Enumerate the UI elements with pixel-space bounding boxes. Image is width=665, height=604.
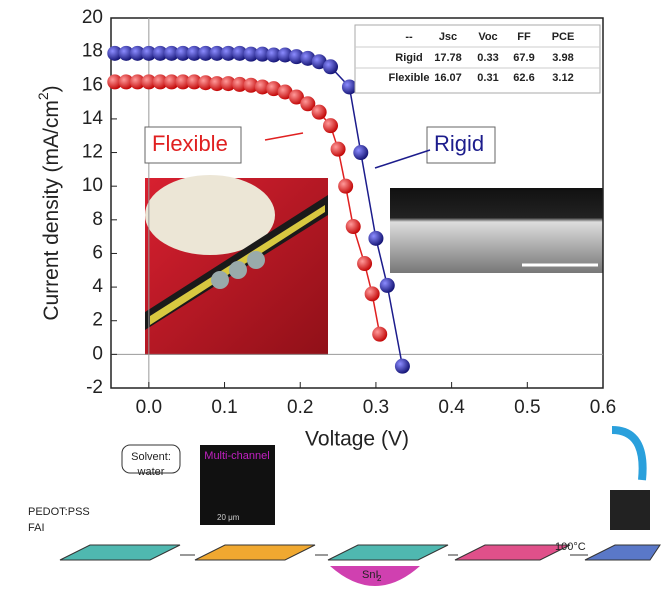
table-cell: 16.07 — [434, 72, 462, 84]
data-point — [380, 278, 395, 293]
process-label: Solvent: — [131, 451, 171, 463]
table-cell: 0.31 — [477, 72, 498, 84]
sem-inset — [390, 188, 603, 273]
y-axis-label-part: ) — [40, 85, 63, 92]
figure: -2 0 2 4 6 8 10 12 14 16 18 20 0.0 0.1 0.2 0.3 0.4 0.5 0.6… — [0, 0, 665, 604]
x-tick-label: 0.0 — [136, 397, 162, 418]
process-label: FAI — [28, 522, 45, 534]
data-point — [357, 256, 372, 271]
table-header: -- — [405, 31, 413, 43]
process-label: 100°C — [555, 541, 586, 553]
table-header: Jsc — [439, 31, 457, 43]
data-point — [368, 231, 383, 246]
y-tick-label: 2 — [92, 310, 103, 331]
data-point — [372, 327, 387, 342]
table-cell: 67.9 — [513, 52, 534, 64]
process-label: Multi-channel — [204, 450, 269, 462]
data-point — [331, 142, 346, 157]
x-tick-label: 0.3 — [363, 397, 389, 418]
y-tick-label: 6 — [92, 242, 103, 263]
y-tick-label: 18 — [82, 41, 103, 62]
table-cell: 17.78 — [434, 52, 462, 64]
y-tick-label: 14 — [82, 108, 104, 129]
table-header: FF — [517, 31, 531, 43]
table-cell: 3.98 — [552, 52, 573, 64]
table-cell: Flexible — [389, 72, 430, 84]
process-label: water — [137, 466, 165, 478]
y-tick-label: 20 — [82, 7, 103, 28]
table-cell: 62.6 — [513, 72, 534, 84]
data-point — [365, 286, 380, 301]
table-cell: 3.12 — [552, 72, 573, 84]
process-label: 20 μm — [217, 513, 240, 522]
y-axis-label-part: 2 — [35, 92, 51, 100]
legend-arrow — [265, 133, 303, 140]
x-tick-label: 0.6 — [590, 397, 616, 418]
process-label: PEDOT:PSS — [28, 506, 90, 518]
y-tick-label: 12 — [82, 142, 103, 163]
y-tick-label: 10 — [82, 175, 103, 196]
table-header: Voc — [478, 31, 497, 43]
y-tick-label: 16 — [82, 74, 103, 95]
data-point — [323, 59, 338, 74]
table-cell: Rigid — [395, 52, 423, 64]
y-tick-label: 0 — [92, 343, 103, 364]
table-header: PCE — [552, 31, 575, 43]
y-tick-label: 8 — [92, 209, 103, 230]
y-axis-label: Current density (mA/cm2) — [35, 85, 63, 320]
x-tick-label: 0.1 — [211, 397, 237, 418]
process-label: 2 — [377, 574, 382, 583]
data-point — [346, 219, 361, 234]
data-point — [312, 105, 327, 120]
x-axis-label: Voltage (V) — [305, 428, 409, 451]
data-point — [338, 179, 353, 194]
x-tick-label: 0.2 — [287, 397, 313, 418]
legend-arrow — [375, 150, 430, 168]
data-point — [323, 118, 338, 133]
photo-inset — [145, 175, 328, 355]
data-point — [353, 145, 368, 160]
x-tick-label: 0.5 — [514, 397, 540, 418]
y-tick-label: -2 — [86, 377, 103, 398]
data-point — [395, 359, 410, 374]
x-tick-label: 0.4 — [438, 397, 465, 418]
y-axis-label-part: Current density (mA/cm — [40, 100, 63, 321]
legend-label: Rigid — [434, 131, 484, 156]
legend-label: Flexible — [152, 131, 228, 156]
table-cell: 0.33 — [477, 52, 498, 64]
y-tick-label: 4 — [92, 276, 103, 297]
